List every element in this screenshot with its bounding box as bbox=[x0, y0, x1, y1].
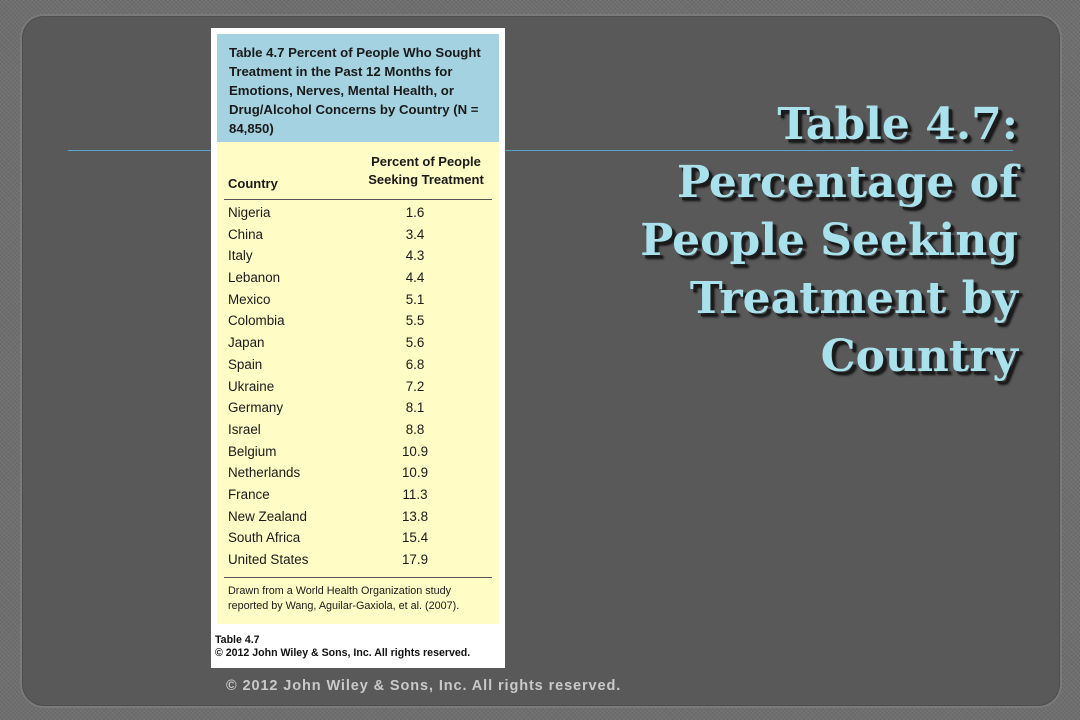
header-rule bbox=[224, 199, 492, 200]
column-header-percent-line: Seeking Treatment bbox=[368, 172, 484, 187]
percent-cell: 5.6 bbox=[405, 335, 425, 351]
table-rows: Nigeria 1.6 China 3.4 Italy 4.3 Lebanon 4.4 … bbox=[217, 202, 499, 571]
slide-title: Table 4.7: Percentage of People Seeking … bbox=[548, 96, 1018, 386]
percent-cell: 8.8 bbox=[405, 421, 425, 437]
country-cell: Colombia bbox=[228, 313, 285, 329]
country-cell: United States bbox=[228, 552, 309, 567]
table-row: Ukraine 7.2 bbox=[217, 376, 499, 398]
table-figure: Table 4.7 Percent of People Who Sought T… bbox=[211, 28, 505, 668]
percent-cell: 4.4 bbox=[405, 270, 425, 286]
title-rule bbox=[68, 150, 1013, 151]
country-cell: Germany bbox=[228, 400, 284, 416]
figure-label: Table 4.7 © 2012 John Wiley & Sons, Inc.… bbox=[215, 634, 470, 660]
table-row: Mexico 5.1 bbox=[217, 289, 499, 311]
country-cell: China bbox=[228, 226, 263, 242]
table-row: Spain 6.8 bbox=[217, 354, 499, 376]
country-cell: Italy bbox=[228, 248, 253, 264]
table-row: Belgium 10.9 bbox=[217, 441, 499, 463]
percent-cell: 1.6 bbox=[405, 205, 425, 220]
percent-cell: 13.8 bbox=[401, 508, 429, 524]
table-row: China 3.4 bbox=[217, 224, 499, 246]
figure-label-title: Table 4.7 bbox=[215, 634, 260, 646]
table-row: France 11.3 bbox=[217, 484, 499, 506]
country-cell: Nigeria bbox=[228, 205, 271, 220]
column-header-percent: Percent of People Seeking Treatment bbox=[357, 153, 495, 189]
footer-rule bbox=[224, 577, 492, 578]
slide-footer-copyright: © 2012 John Wiley & Sons, Inc. All right… bbox=[226, 678, 622, 694]
table-row: Colombia 5.5 bbox=[217, 310, 499, 332]
table-row: Netherlands 10.9 bbox=[217, 462, 499, 484]
country-cell: Israel bbox=[228, 421, 261, 437]
country-cell: New Zealand bbox=[228, 508, 307, 524]
percent-cell: 10.9 bbox=[401, 443, 429, 459]
percent-cell: 15.4 bbox=[401, 530, 429, 546]
country-cell: Mexico bbox=[228, 291, 271, 307]
percent-cell: 5.1 bbox=[405, 291, 425, 307]
percent-cell: 10.9 bbox=[401, 465, 429, 481]
percent-cell: 8.1 bbox=[405, 400, 425, 416]
column-header-country: Country bbox=[228, 176, 278, 191]
column-header-percent-line: Percent of People bbox=[371, 154, 481, 169]
percent-cell: 7.2 bbox=[405, 378, 425, 394]
table-caption: Table 4.7 Percent of People Who Sought T… bbox=[229, 45, 481, 136]
table-row: South Africa 15.4 bbox=[217, 527, 499, 549]
country-cell: Ukraine bbox=[228, 378, 275, 394]
table-source-note: Drawn from a World Health Organization s… bbox=[228, 585, 460, 612]
percent-cell: 6.8 bbox=[405, 356, 425, 372]
country-cell: France bbox=[228, 486, 270, 502]
table-row: Lebanon 4.4 bbox=[217, 267, 499, 289]
slide-title-line: Country bbox=[820, 331, 1018, 382]
country-cell: South Africa bbox=[228, 530, 301, 546]
percent-cell: 3.4 bbox=[405, 226, 425, 242]
slide-panel bbox=[22, 16, 1060, 706]
country-cell: Belgium bbox=[228, 443, 277, 459]
percent-cell: 17.9 bbox=[401, 552, 429, 567]
table-row: Italy 4.3 bbox=[217, 245, 499, 267]
table-caption-box: Table 4.7 Percent of People Who Sought T… bbox=[217, 34, 499, 142]
table-row: Germany 8.1 bbox=[217, 397, 499, 419]
slide-title-line: Treatment by bbox=[689, 273, 1018, 324]
percent-cell: 11.3 bbox=[402, 486, 428, 502]
slide-title-line: Table 4.7: bbox=[777, 99, 1018, 150]
country-cell: Japan bbox=[228, 335, 265, 351]
percent-cell: 5.5 bbox=[405, 313, 425, 329]
country-cell: Netherlands bbox=[228, 465, 301, 481]
slide-title-line: Percentage of bbox=[676, 157, 1018, 208]
table-row: Nigeria 1.6 bbox=[217, 202, 499, 224]
table-row: Japan 5.6 bbox=[217, 332, 499, 354]
data-table: Country Percent of People Seeking Treatm… bbox=[217, 142, 499, 624]
country-cell: Lebanon bbox=[228, 270, 281, 286]
percent-cell: 4.3 bbox=[405, 248, 425, 264]
table-row: New Zealand 13.8 bbox=[217, 506, 499, 528]
table-row: United States 17.9 bbox=[217, 549, 499, 571]
slide-title-line: People Seeking bbox=[640, 215, 1018, 266]
country-cell: Spain bbox=[228, 356, 263, 372]
table-row: Israel 8.8 bbox=[217, 419, 499, 441]
figure-label-copyright: © 2012 John Wiley & Sons, Inc. All right… bbox=[215, 647, 471, 659]
